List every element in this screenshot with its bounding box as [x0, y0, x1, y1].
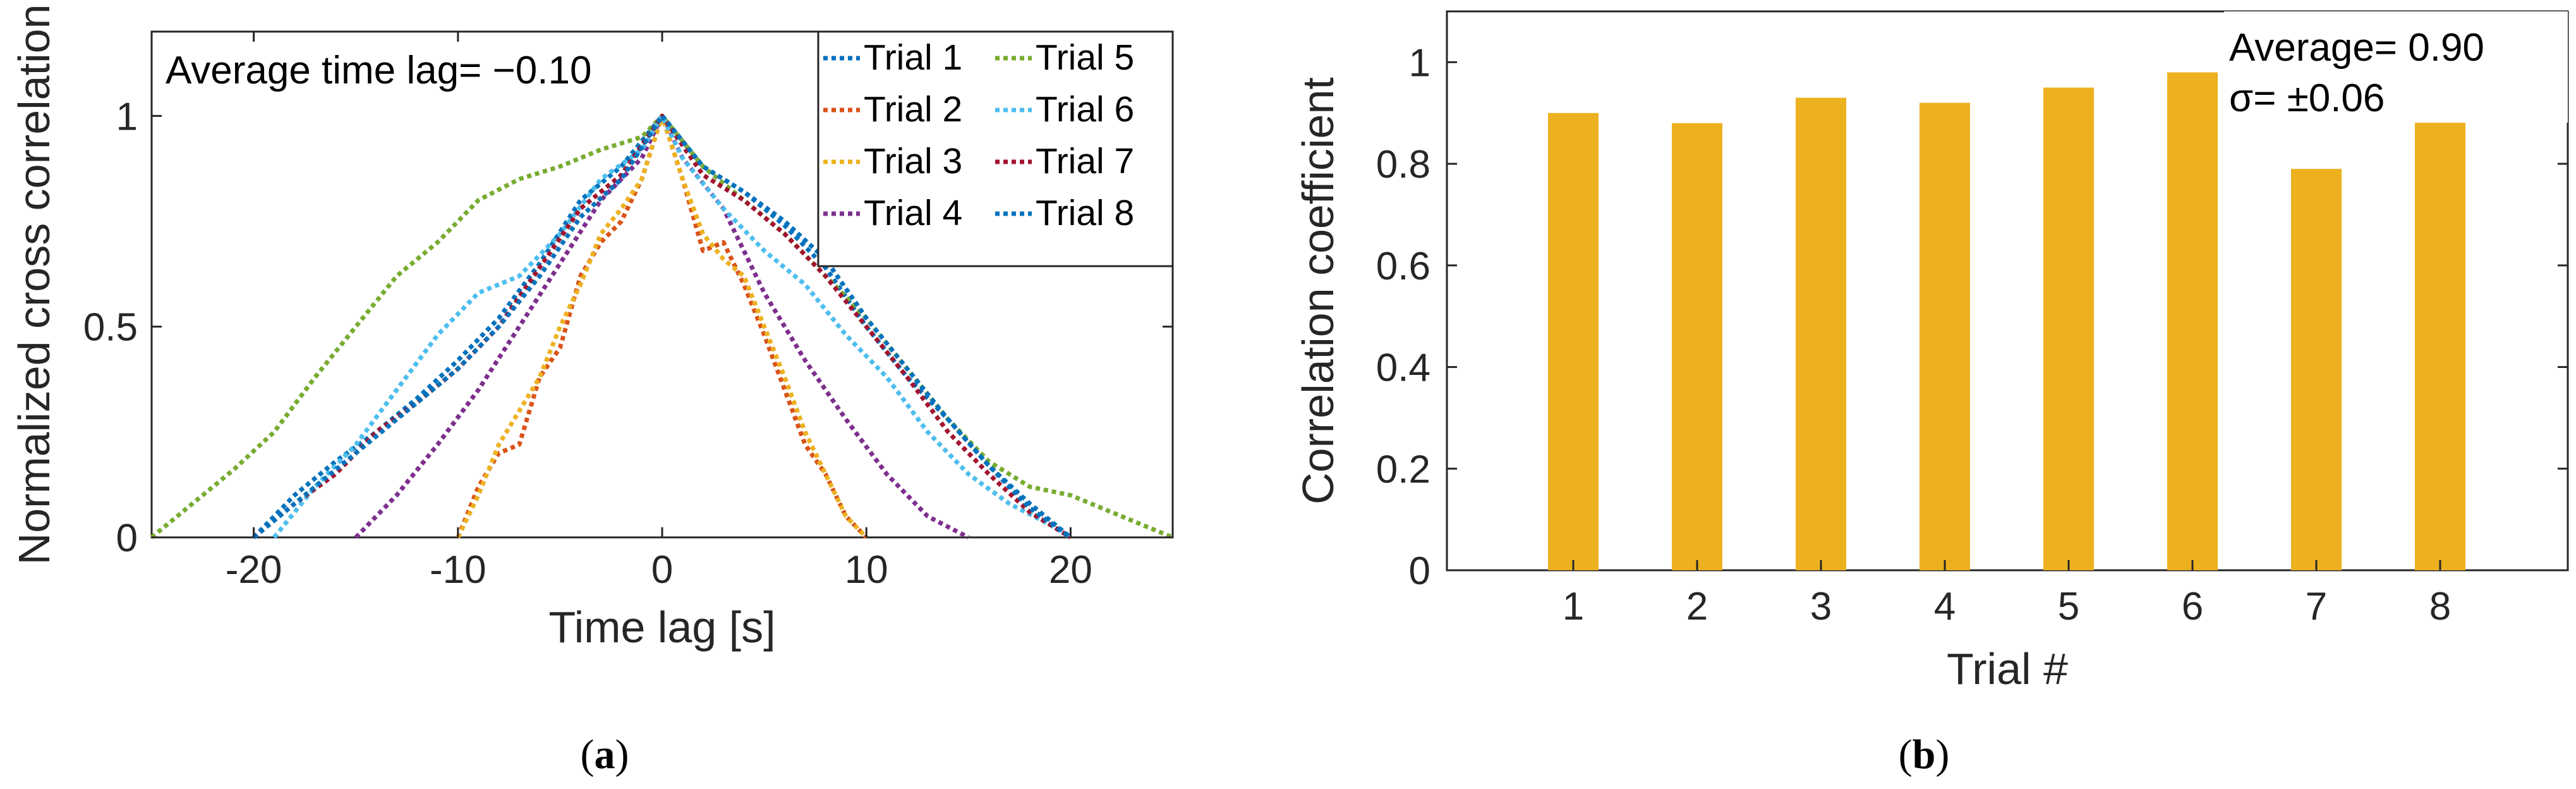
series-line-trial-6: [272, 113, 1072, 539]
caption-b-letter: b: [1913, 731, 1936, 778]
axis-ticks-b: [1447, 61, 2568, 572]
panel-b-bar-chart: 1 2 3 4 5 6 7 8 0 0.2 0.4 0.6 0.8 1 Average= 0.90 σ= …: [1293, 10, 2569, 778]
bar-trial-7: [2291, 169, 2342, 570]
tick-labels-b: 1 2 3 4 5 6 7 8 0 0.2 0.4 0.6 0.8 1: [1376, 41, 2451, 628]
y-tick-label-b: 0.4: [1376, 346, 1430, 390]
bar-trial-4: [1920, 102, 1970, 570]
y-tick-label-b: 0: [1409, 549, 1430, 593]
y-tick-label-a: 0: [116, 517, 138, 560]
x-tick-label-a: 10: [845, 548, 888, 592]
bar-trial-6: [2167, 72, 2218, 571]
time-lag-annotation: Average time lag= −0.10: [166, 49, 591, 92]
bar-trial-1: [1548, 113, 1599, 570]
x-tick-label-b: 4: [1934, 585, 1956, 628]
legend-a: Trial 1 Trial 2 Trial 3 Trial 4 Trial 5 Trial…: [817, 30, 1174, 267]
x-tick-label-a: -20: [226, 548, 282, 592]
x-axis-label-b: Trial #: [1947, 644, 2068, 694]
x-tick-label-a: -10: [430, 548, 487, 592]
y-tick-label-b: 0.2: [1376, 448, 1430, 491]
series-lines-a: [150, 113, 1174, 540]
annotation-box-b: [2224, 11, 2568, 123]
legend-label-trial-2: Trial 2: [864, 89, 962, 130]
legend-label-trial-6: Trial 6: [1036, 89, 1134, 130]
sigma-annotation: σ= ±0.06: [2229, 76, 2385, 120]
x-tick-label-b: 5: [2058, 585, 2079, 628]
legend-label-trial-4: Trial 4: [864, 193, 962, 233]
x-axis-label-a: Time lag [s]: [548, 602, 775, 652]
series-line-trial-7: [252, 113, 1072, 539]
x-tick-label-b: 7: [2306, 585, 2327, 628]
x-tick-label-b: 1: [1563, 585, 1584, 628]
panel-a-line-chart: -20 -10 0 10 20 0 0.5 1 Average time lag= −0.10…: [9, 4, 1174, 778]
bar-trial-8: [2415, 118, 2465, 570]
caption-a: (a): [581, 731, 629, 778]
legend-box: [817, 30, 1174, 267]
x-tick-label-b: 3: [1810, 585, 1832, 628]
bar-trial-5: [2043, 87, 2094, 570]
legend-label-trial-3: Trial 3: [864, 141, 962, 181]
y-axis-label-a: Normalized cross correlation: [9, 4, 59, 565]
x-tick-label-a: 0: [651, 548, 673, 592]
tick-labels-a: -20 -10 0 10 20 0 0.5 1: [83, 95, 1092, 592]
bars-b: [1548, 72, 2465, 571]
legend-label-trial-5: Trial 5: [1036, 37, 1134, 78]
bar-trial-2: [1672, 123, 1722, 571]
legend-label-trial-8: Trial 8: [1036, 193, 1134, 233]
y-tick-label-b: 0.8: [1376, 143, 1430, 187]
legend-label-trial-1: Trial 1: [864, 37, 962, 78]
x-tick-label-a: 20: [1049, 548, 1092, 592]
average-annotation: Average= 0.90: [2229, 26, 2484, 70]
caption-b: (b): [1899, 731, 1950, 778]
x-tick-label-b: 8: [2429, 585, 2451, 628]
bar-trial-3: [1796, 97, 1846, 571]
x-tick-label-b: 6: [2182, 585, 2203, 628]
y-axis-label-b: Correlation coefficient: [1293, 77, 1343, 505]
y-tick-label-b: 1: [1409, 41, 1430, 85]
caption-a-letter: a: [595, 731, 615, 778]
legend-label-trial-7: Trial 7: [1036, 141, 1134, 181]
x-tick-label-b: 2: [1686, 585, 1708, 628]
series-line-trial-8: [252, 113, 1072, 539]
y-tick-label-a: 1: [116, 95, 138, 138]
y-tick-label-a: 0.5: [83, 306, 138, 350]
series-line-trial-5: [150, 113, 1174, 540]
y-tick-label-b: 0.6: [1376, 245, 1430, 288]
